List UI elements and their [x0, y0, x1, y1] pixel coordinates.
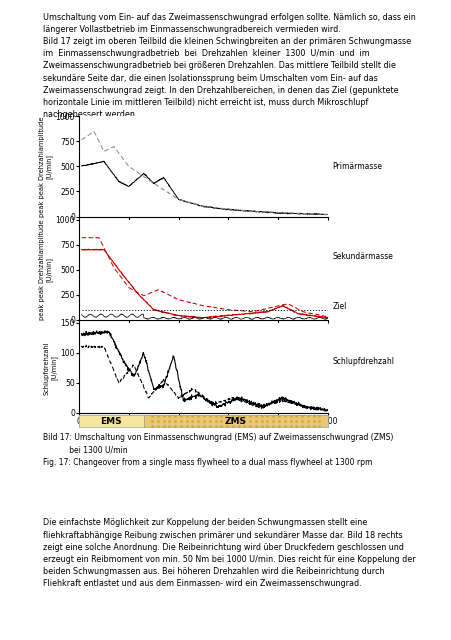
Text: Die einfachste Möglichkeit zur Koppelung der beiden Schwungmassen stellt eine
fl: Die einfachste Möglichkeit zur Koppelung… — [43, 518, 414, 588]
Text: Primärmasse: Primärmasse — [331, 162, 382, 171]
Text: Sekundärmasse: Sekundärmasse — [331, 252, 392, 261]
Text: Ziel: Ziel — [331, 302, 346, 311]
Text: Bild 17: Umschaltung von Einmassenschwungrad (EMS) auf Zweimassenschwungrad (ZMS: Bild 17: Umschaltung von Einmassenschwun… — [43, 433, 392, 467]
Y-axis label: Schlupfdrehzahl
[U/min]: Schlupfdrehzahl [U/min] — [44, 341, 58, 395]
Text: Schlupfdrehzahl: Schlupfdrehzahl — [331, 357, 393, 366]
Text: Umschaltung vom Ein- auf das Zweimassenschwungrad erfolgen sollte. Nämlich so, d: Umschaltung vom Ein- auf das Zweimassens… — [43, 13, 415, 119]
Y-axis label: peak peak Drehzahlamplitude
[U/min]: peak peak Drehzahlamplitude [U/min] — [39, 220, 53, 320]
Text: Drehzahl [U/min]: Drehzahl [U/min] — [173, 221, 233, 227]
Text: EMS: EMS — [101, 417, 122, 426]
Y-axis label: peak peak Drehzahlamplitude
[U/min]: peak peak Drehzahlamplitude [U/min] — [39, 116, 53, 217]
Text: ZMS: ZMS — [224, 417, 246, 426]
